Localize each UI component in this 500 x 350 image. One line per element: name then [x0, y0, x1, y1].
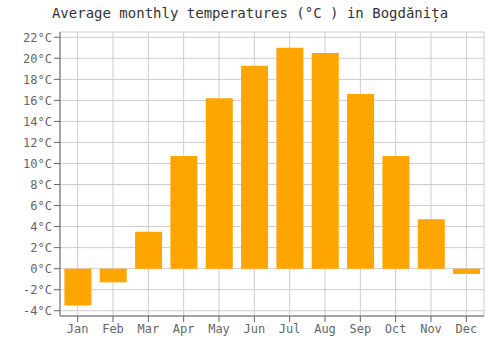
svg-text:Nov: Nov [420, 322, 442, 336]
svg-text:Mar: Mar [137, 322, 159, 336]
svg-text:12°C: 12°C [23, 136, 52, 150]
svg-text:20°C: 20°C [23, 52, 52, 66]
svg-text:Oct: Oct [385, 322, 407, 336]
svg-text:16°C: 16°C [23, 94, 52, 108]
svg-text:Apr: Apr [173, 322, 195, 336]
svg-text:18°C: 18°C [23, 73, 52, 87]
svg-text:Jun: Jun [243, 322, 265, 336]
svg-text:Aug: Aug [314, 322, 336, 336]
svg-text:May: May [208, 322, 230, 336]
svg-text:Jan: Jan [67, 322, 89, 336]
svg-text:0°C: 0°C [30, 262, 52, 276]
svg-text:-2°C: -2°C [23, 283, 52, 297]
svg-text:-4°C: -4°C [23, 304, 52, 318]
svg-text:10°C: 10°C [23, 157, 52, 171]
svg-text:22°C: 22°C [23, 31, 52, 45]
svg-text:14°C: 14°C [23, 115, 52, 129]
svg-text:6°C: 6°C [30, 199, 52, 213]
svg-text:Dec: Dec [455, 322, 477, 336]
svg-text:8°C: 8°C [30, 178, 52, 192]
svg-text:Sep: Sep [349, 322, 371, 336]
html-text:Average monthly temperatures (: Average monthly temperatures (°C ) in Bo… [51, 5, 449, 21]
svg-text:Jul: Jul [279, 322, 301, 336]
svg-text:2°C: 2°C [30, 241, 52, 255]
svg-text:4°C: 4°C [30, 220, 52, 234]
svg-text:Feb: Feb [102, 322, 124, 336]
